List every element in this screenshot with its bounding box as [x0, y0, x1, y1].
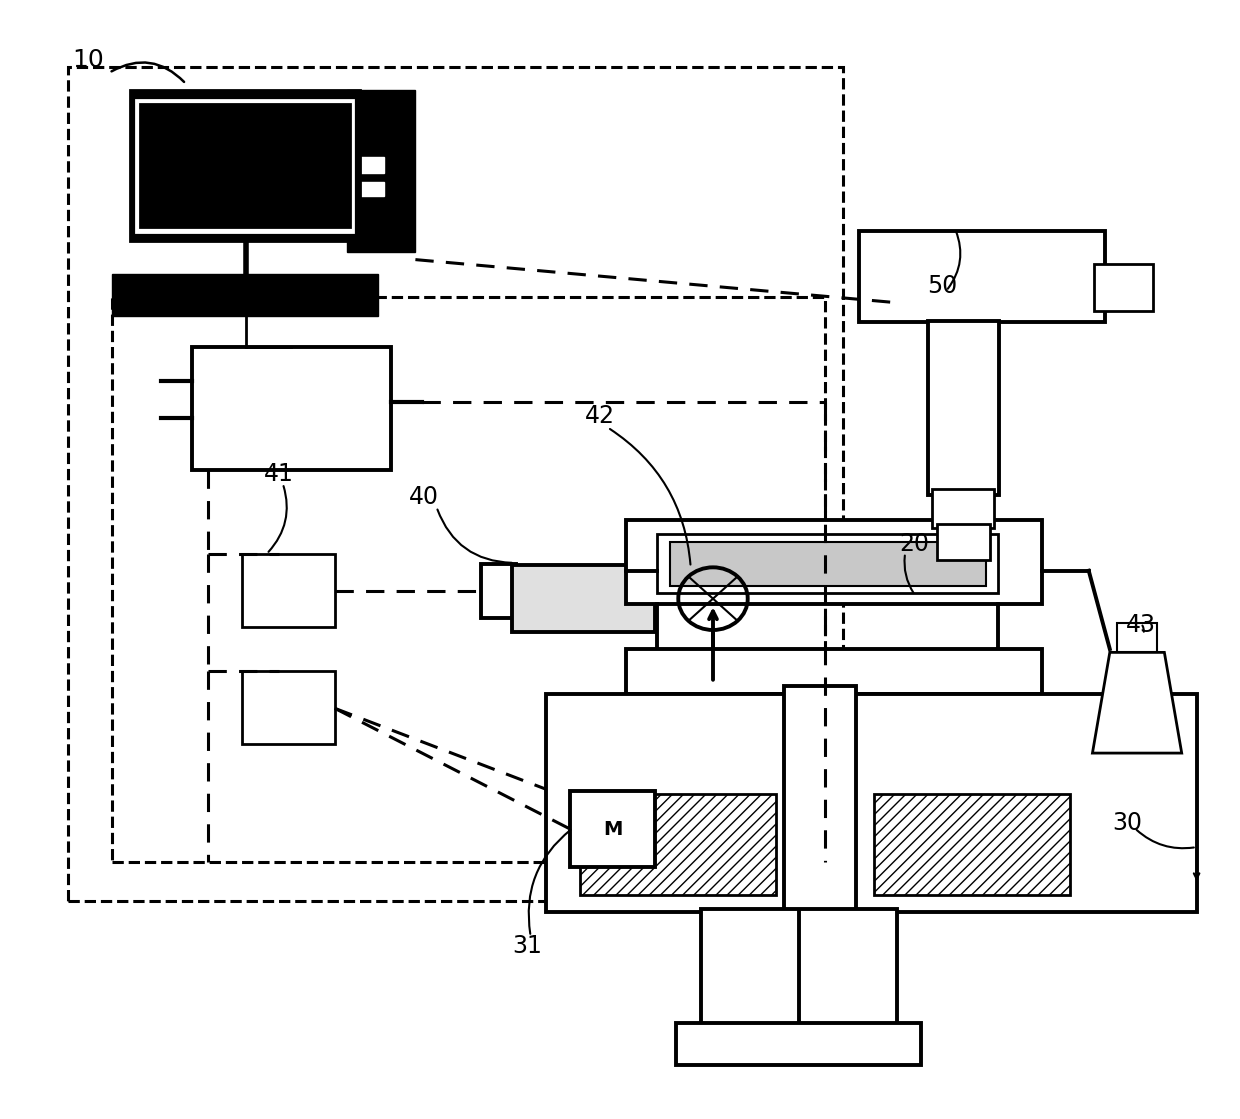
Bar — [691, 660, 735, 683]
Text: 31: 31 — [512, 934, 542, 958]
Bar — [512, 565, 655, 632]
Bar — [670, 542, 986, 586]
Bar — [784, 686, 856, 915]
Bar — [353, 182, 384, 196]
Text: M: M — [603, 820, 622, 838]
Bar — [570, 791, 655, 867]
Bar — [859, 231, 1105, 322]
Bar — [192, 347, 391, 470]
Bar — [937, 524, 990, 560]
Text: 42: 42 — [585, 404, 615, 427]
Bar — [928, 321, 999, 495]
Bar — [140, 104, 350, 227]
Bar — [580, 794, 776, 895]
Bar — [481, 564, 516, 618]
Bar — [112, 274, 378, 316]
Polygon shape — [1092, 652, 1182, 753]
Bar — [242, 554, 335, 627]
Bar — [1117, 623, 1157, 652]
Bar — [932, 489, 994, 528]
Bar — [676, 1023, 921, 1065]
Bar — [657, 534, 998, 593]
Bar — [874, 794, 1070, 895]
Bar — [347, 90, 415, 252]
Bar — [1094, 264, 1153, 311]
Text: 40: 40 — [409, 485, 439, 508]
Bar — [112, 297, 825, 862]
Bar — [626, 520, 1042, 604]
Text: 43: 43 — [1126, 613, 1156, 637]
Text: 41: 41 — [264, 462, 294, 486]
Text: 30: 30 — [1112, 811, 1142, 835]
Bar — [136, 100, 353, 232]
Bar — [701, 909, 897, 1029]
Text: 10: 10 — [72, 48, 104, 72]
Bar — [68, 67, 843, 901]
Bar — [242, 671, 335, 744]
Bar — [546, 694, 1197, 912]
Bar — [130, 90, 360, 241]
Bar — [626, 649, 1042, 694]
Text: 50: 50 — [928, 274, 957, 298]
Bar — [353, 157, 384, 173]
Text: 20: 20 — [899, 532, 929, 555]
